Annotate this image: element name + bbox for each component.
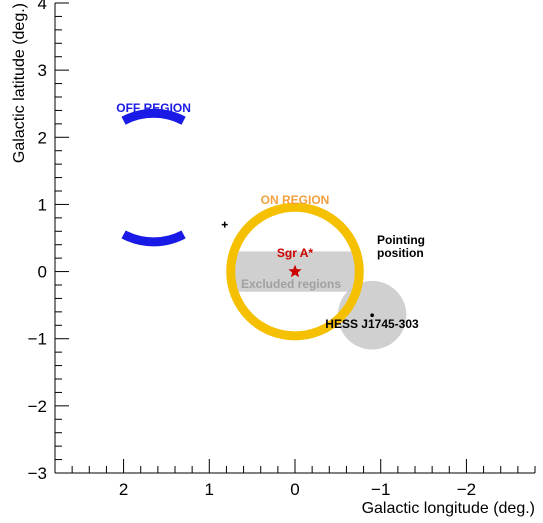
y-tick-label: 1 [38,195,47,214]
on-region-ring [226,202,364,341]
x-axis-title: Galactic longitude (deg.) [362,500,535,517]
y-tick-label: −3 [28,464,47,483]
off-region-arc-bottom [121,230,186,247]
off-region-label: OFF REGION [116,101,191,115]
y-axis-title: Galactic latitude (deg.) [11,3,28,163]
x-tick-label: −2 [457,480,476,499]
y-tick-label: 0 [38,263,47,282]
excluded-regions-label: Excluded regions [241,277,341,291]
y-tick-label: 2 [38,128,47,147]
off-region-arc-top [121,108,186,125]
pointing-label: Pointing position [377,233,425,260]
y-tick-label: 3 [38,61,47,80]
x-tick-label: 0 [290,480,299,499]
sgr-a-label: Sgr A* [277,246,314,260]
y-tick-label: −1 [28,330,47,349]
pointing-label-line-1: Pointing [377,233,425,247]
x-tick-label: 1 [205,480,214,499]
pointing-label-line-2: position [377,246,424,260]
x-tick-label: −1 [371,480,390,499]
source-marker-hess-j1745 [370,313,374,318]
y-tick-label: −2 [28,397,47,416]
y-tick-label: 4 [38,0,47,13]
on-region-label: ON REGION [261,193,330,207]
hess-label: HESS J1745-303 [325,317,419,331]
source-marker-sgr-a-star [288,264,302,278]
pointing-marker [221,221,228,228]
x-tick-label: 2 [119,480,128,499]
